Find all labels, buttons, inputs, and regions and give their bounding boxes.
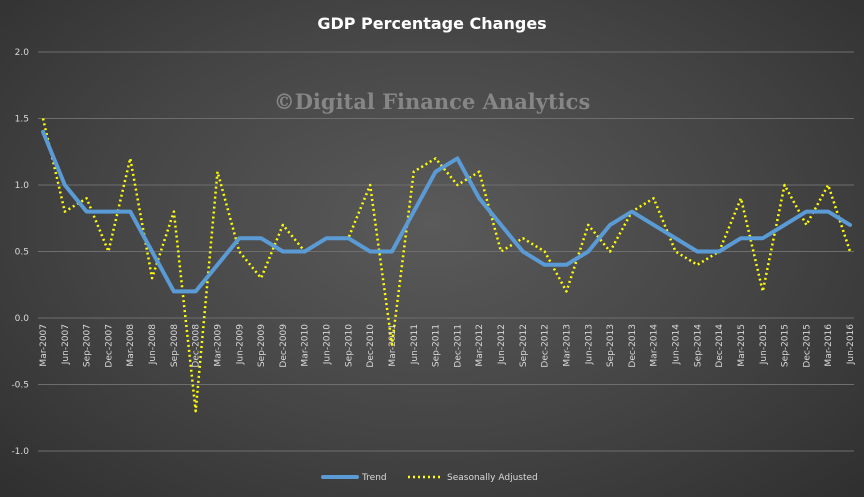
x-tick-label: Dec-2008 (192, 324, 202, 368)
x-tick-label: Dec-2009 (279, 324, 289, 368)
x-tick-label: Dec-2012 (541, 324, 551, 368)
x-tick-label: Jun-2015 (759, 324, 769, 365)
x-tick-label: Sep-2014 (693, 324, 703, 367)
x-tick-label: Jun-2016 (846, 324, 856, 365)
x-tick-label: Dec-2007 (104, 324, 114, 368)
x-tick-label: Dec-2013 (628, 324, 638, 368)
series-line-seasonally-adjusted (41, 118, 852, 413)
x-tick-label: Mar-2009 (213, 324, 223, 367)
y-tick-label: -0.5 (11, 381, 29, 391)
x-tick-label: Dec-2011 (453, 324, 463, 368)
x-tick-label: Sep-2008 (170, 324, 180, 367)
y-tick-label: 0.0 (15, 314, 30, 324)
x-tick-label: Sep-2011 (432, 324, 442, 367)
x-tick-label: Jun-2007 (61, 324, 71, 365)
x-axis-ticks: Mar-2007 Jun-2007 Sep-2007 Dec-2007 Mar-2008… (39, 324, 856, 368)
x-tick-label: Mar-2012 (475, 324, 485, 367)
x-tick-label: Mar-2015 (737, 324, 747, 367)
series-lines (41, 118, 852, 413)
x-tick-label: Sep-2012 (519, 324, 529, 367)
x-tick-label: Jun-2008 (148, 324, 158, 365)
x-tick-label: Dec-2014 (715, 324, 725, 368)
x-tick-label: Jun-2011 (410, 324, 420, 365)
x-tick-label: Sep-2013 (606, 324, 616, 367)
x-tick-label: Mar-2007 (39, 324, 49, 367)
y-tick-label: 0.5 (15, 248, 29, 258)
x-tick-label: Sep-2010 (344, 324, 354, 367)
x-tick-label: Mar-2010 (301, 324, 311, 367)
x-tick-label: Jun-2014 (672, 324, 682, 365)
x-tick-label: Jun-2013 (584, 324, 594, 365)
watermark-text: ©Digital Finance Analytics (274, 89, 591, 114)
x-tick-label: Sep-2015 (781, 324, 791, 367)
x-tick-label: Sep-2007 (83, 324, 93, 367)
x-tick-label: Mar-2016 (824, 324, 834, 367)
y-tick-label: 1.0 (15, 181, 30, 191)
y-tick-label: 1.5 (15, 115, 29, 125)
y-tick-label: 2.0 (15, 48, 30, 58)
x-tick-label: Mar-2014 (650, 324, 660, 367)
legend-label-trend: Trend (361, 473, 387, 483)
gridlines (38, 51, 854, 452)
x-tick-label: Mar-2008 (126, 324, 136, 367)
legend: Trend Seasonally Adjusted (321, 473, 538, 483)
x-tick-label: Jun-2010 (323, 324, 333, 365)
y-tick-label: -1.0 (11, 447, 29, 457)
x-tick-label: Jun-2012 (497, 324, 507, 365)
x-tick-label: Mar-2013 (562, 324, 572, 367)
x-tick-label: Dec-2010 (366, 324, 376, 368)
x-tick-label: Jun-2009 (235, 324, 245, 365)
legend-label-seasonally-adjusted: Seasonally Adjusted (447, 473, 538, 483)
chart-title: GDP Percentage Changes (317, 14, 546, 33)
x-tick-label: Sep-2009 (257, 324, 267, 367)
series-line-trend (41, 129, 852, 294)
x-tick-label: Dec-2015 (802, 324, 812, 368)
y-axis-ticks: 2.0 1.5 1.0 0.5 0.0 -0.5 -1.0 (11, 48, 29, 457)
